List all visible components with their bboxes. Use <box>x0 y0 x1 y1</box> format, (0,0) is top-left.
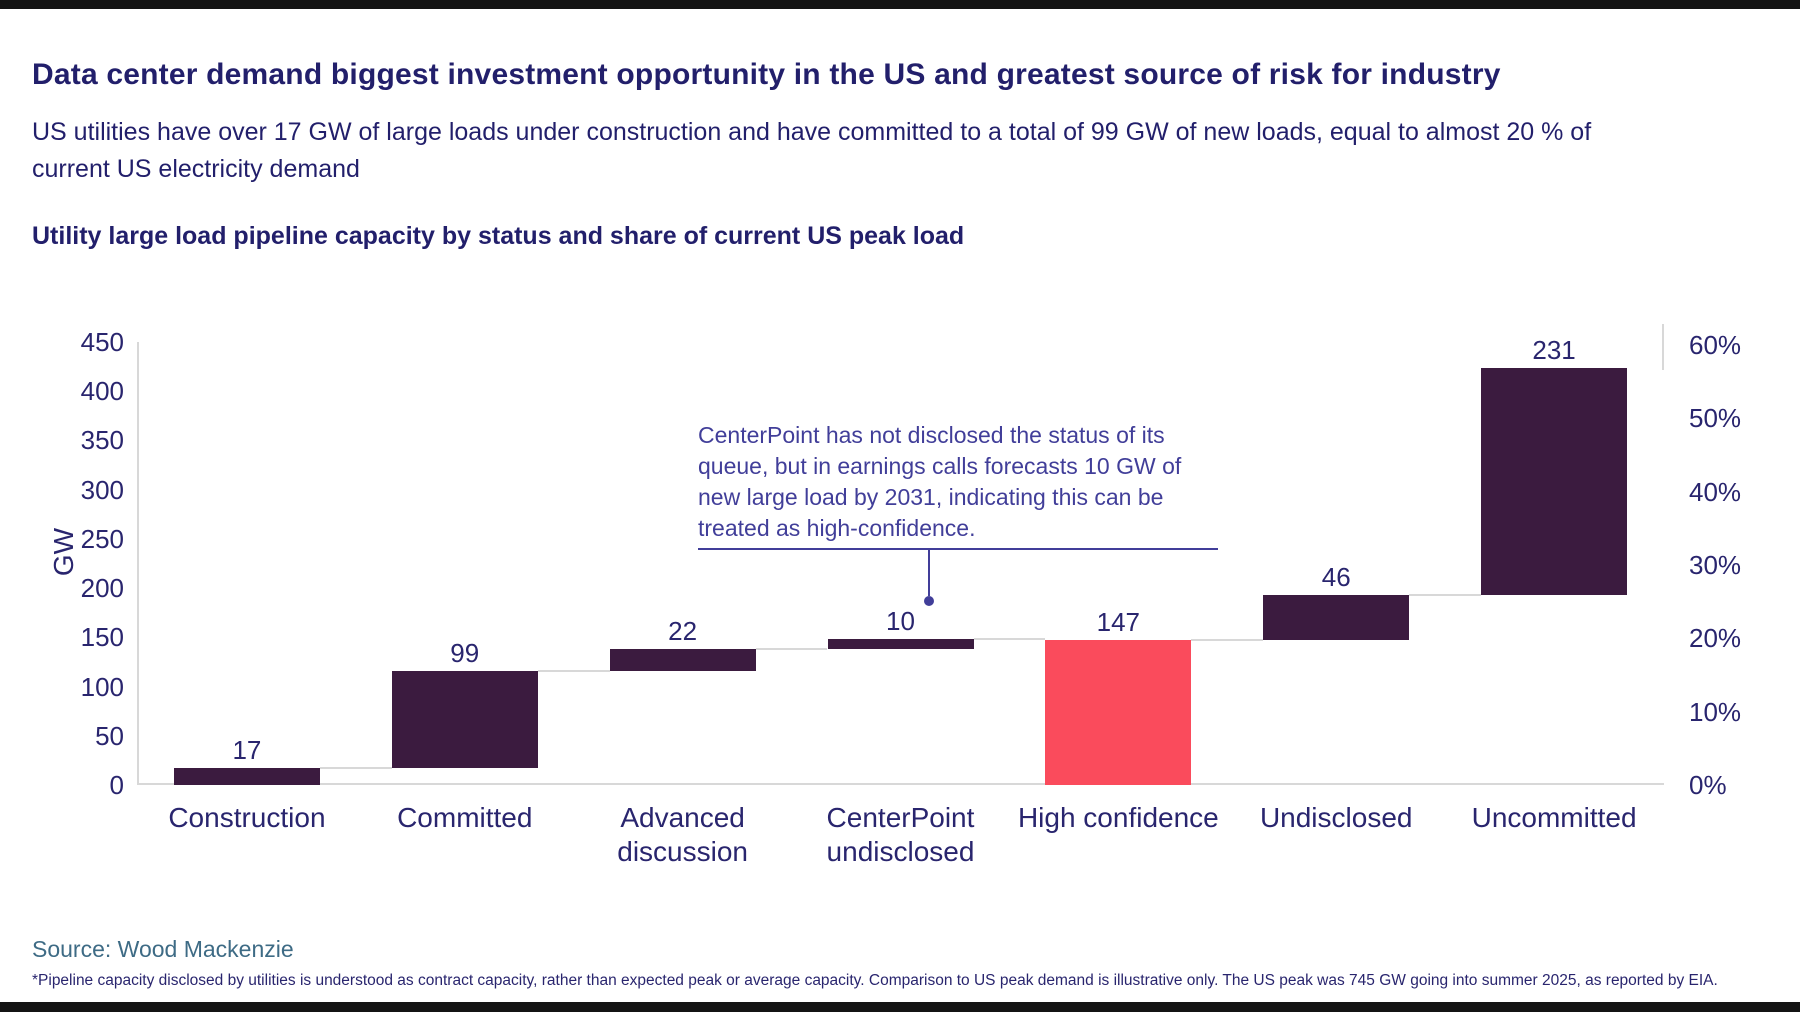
y-axis-tick-label: 100 <box>80 671 124 702</box>
category-label: High confidence <box>1017 802 1219 833</box>
annotation-pointer-line <box>928 548 930 596</box>
waterfall-bar <box>1045 640 1192 785</box>
waterfall-bar <box>173 768 320 785</box>
waterfall-connector <box>1409 594 1482 596</box>
y-axis-tick-label: 400 <box>80 376 124 407</box>
category-label: Committed <box>397 802 533 833</box>
y-axis-tick-label: 150 <box>80 622 124 653</box>
waterfall-chart: 0 50 100 150 200 250 300 350 400 450 0% 10% 20% 30% 40… <box>48 324 1741 867</box>
waterfall-bar <box>1263 595 1410 641</box>
y-axis-tick-label: 50 <box>95 720 124 751</box>
y-axis-tick-label: 450 <box>80 327 124 357</box>
source-note: Source: Wood Mackenzie <box>32 936 294 962</box>
pct-axis-tick-label: 10% <box>1689 696 1742 727</box>
pct-axis-tick-label: 20% <box>1689 623 1742 654</box>
waterfall-connector <box>319 767 392 770</box>
pct-axis-tick-label: 60% <box>1689 329 1742 360</box>
page-title: Data center demand biggest investment op… <box>32 58 1501 91</box>
pct-axis-tick-label: 30% <box>1689 549 1742 580</box>
waterfall-bar <box>609 649 756 671</box>
bar-value-label: 147 <box>1096 607 1141 638</box>
pct-axis-tick-label: 0% <box>1689 770 1727 800</box>
bottom-border <box>0 1002 1800 1012</box>
category-label: Advanced discussion <box>617 802 748 867</box>
waterfall-bar <box>827 639 974 650</box>
bar-value-label: 99 <box>450 637 480 668</box>
annotation-underline <box>698 548 1218 550</box>
y-axis-tick-label: 350 <box>80 425 124 456</box>
y-axis-title: GW <box>48 527 79 577</box>
x-axis-line <box>137 783 1664 785</box>
y-axis-tick-label: 0 <box>109 770 124 800</box>
annotation-pointer-dot <box>924 596 934 606</box>
bar-value-label: 46 <box>1321 562 1351 592</box>
bar-value-label: 10 <box>886 606 915 637</box>
footnote: *Pipeline capacity disclosed by utilitie… <box>32 972 1718 989</box>
waterfall-bar <box>391 670 538 769</box>
top-border <box>0 0 1800 9</box>
pct-axis-tick-label: 50% <box>1689 403 1742 434</box>
subtitle-line-2: current US electricity demand <box>32 155 360 183</box>
category-label: Construction <box>168 802 326 833</box>
chart-title: Utility large load pipeline capacity by … <box>32 222 965 250</box>
waterfall-connector <box>973 638 1046 641</box>
page-subtitle: US utilities have over 17 GW of large lo… <box>32 114 1591 188</box>
waterfall-connector <box>755 648 828 651</box>
category-label: CenterPoint undisclosed <box>826 802 975 867</box>
category-label: Uncommitted <box>1471 802 1637 833</box>
y-axis-tick-label: 200 <box>80 573 124 604</box>
bar-value-label: 231 <box>1532 334 1576 365</box>
bar-value-label: 22 <box>668 616 698 647</box>
y-axis-tick-label: 250 <box>80 523 124 554</box>
category-label: Undisclosed <box>1259 802 1413 833</box>
annotation-text: CenterPoint has not disclosed the status… <box>698 422 1182 541</box>
right-axis-line <box>1662 324 1664 370</box>
y-axis-line <box>137 342 139 785</box>
pct-axis-tick-label: 40% <box>1689 476 1742 507</box>
waterfall-bar <box>1481 367 1628 595</box>
waterfall-connector <box>1191 639 1264 642</box>
bar-value-label: 17 <box>232 735 262 766</box>
subtitle-line-1: US utilities have over 17 GW of large lo… <box>32 118 1592 146</box>
waterfall-connector <box>537 669 610 672</box>
y-axis-tick-label: 300 <box>80 474 124 505</box>
